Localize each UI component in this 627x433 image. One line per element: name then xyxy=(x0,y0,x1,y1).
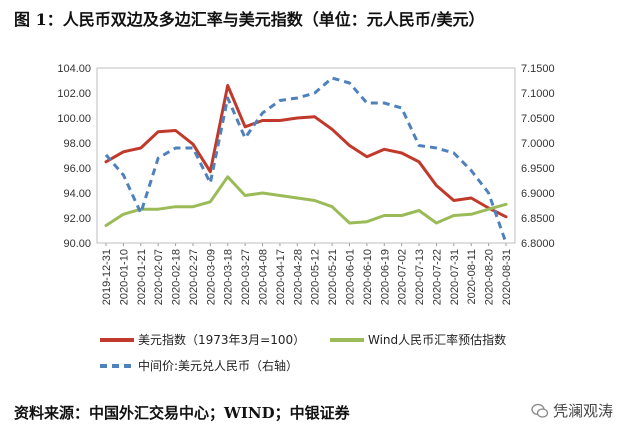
x-tick-label: 2020-07-22 xyxy=(431,249,443,305)
x-axis-ticks: 2019-12-31 2020-01-10 2020-01-21 2020-02-07… xyxy=(101,243,513,305)
x-tick-label: 2020-06-19 xyxy=(379,249,391,305)
right-tick-label: 6.9000 xyxy=(521,188,555,200)
right-tick-label: 7.0500 xyxy=(521,113,555,125)
right-tick-label: 6.8000 xyxy=(521,238,555,250)
left-tick-label: 100.00 xyxy=(57,113,91,125)
right-tick-label: 6.9500 xyxy=(521,163,555,175)
plot-frame xyxy=(96,67,516,244)
left-tick-label: 92.00 xyxy=(63,213,91,225)
right-tick-label: 7.0000 xyxy=(521,138,555,150)
x-tick-label: 2020-08-11 xyxy=(466,249,478,304)
left-tick-label: 94.00 xyxy=(63,188,91,200)
series-lines xyxy=(104,76,508,244)
legend: 美元指数（1973年3月=100） Wind人民币汇率预估指数中间价:美元兑人民币… xyxy=(100,332,506,373)
x-tick-label: 2020-01-10 xyxy=(118,249,130,305)
legend-label: Wind人民币汇率预估指数 xyxy=(368,332,506,347)
series-line xyxy=(104,175,508,227)
x-tick-label: 2020-01-21 xyxy=(136,249,148,305)
x-tick-label: 2020-05-12 xyxy=(310,249,322,305)
x-tick-label: 2019-12-31 xyxy=(101,249,113,305)
x-tick-label: 2020-04-17 xyxy=(275,249,287,305)
x-tick-label: 2020-08-20 xyxy=(484,249,496,305)
x-tick-label: 2020-08-31 xyxy=(501,249,513,305)
right-tick-label: 7.1500 xyxy=(521,63,555,75)
x-tick-label: 2020-07-31 xyxy=(449,249,461,305)
x-tick-label: 2020-02-27 xyxy=(188,249,200,305)
left-tick-label: 104.00 xyxy=(57,63,91,75)
x-tick-label: 2020-04-08 xyxy=(258,249,270,305)
watermark: 凭澜观涛 xyxy=(531,400,613,421)
chart-title: 图 1：人民币双边及多边汇率与美元指数（单位：元人民币/美元） xyxy=(14,10,485,29)
series-line xyxy=(104,84,508,219)
source-note: 资料来源：中国外汇交易中心；WIND；中银证券 xyxy=(14,404,350,422)
right-tick-label: 6.8500 xyxy=(521,213,555,225)
left-tick-label: 90.00 xyxy=(63,238,91,250)
x-tick-label: 2020-06-10 xyxy=(362,249,374,305)
series-line xyxy=(104,76,508,244)
x-tick-label: 2020-04-28 xyxy=(292,249,304,305)
right-tick-label: 7.1000 xyxy=(521,88,555,100)
x-tick-label: 2020-05-21 xyxy=(327,249,339,305)
wechat-icon xyxy=(531,403,549,418)
legend-label: 美元指数（1973年3月=100） xyxy=(138,332,305,347)
x-tick-label: 2020-07-13 xyxy=(414,249,426,305)
x-tick-label: 2020-03-27 xyxy=(240,249,252,305)
x-tick-label: 2020-03-09 xyxy=(205,249,217,305)
watermark-text: 凭澜观涛 xyxy=(552,402,613,420)
x-tick-label: 2020-02-18 xyxy=(171,249,183,305)
left-tick-label: 98.00 xyxy=(63,138,91,150)
x-tick-label: 2020-07-02 xyxy=(397,249,409,305)
x-tick-label: 2020-03-18 xyxy=(223,249,235,305)
right-axis-ticks: 6.8000 6.8500 6.9000 6.9500 7.0000 7.0500 7.10… xyxy=(521,63,555,250)
left-axis-ticks: 90.00 92.00 94.00 96.00 98.00 100.00 102.00 104… xyxy=(57,63,91,250)
left-tick-label: 102.00 xyxy=(57,88,91,100)
x-tick-label: 2020-02-07 xyxy=(153,249,165,305)
legend-label: 中间价:美元兑人民币（右轴） xyxy=(138,358,298,373)
x-tick-label: 2020-06-01 xyxy=(344,249,356,305)
left-tick-label: 96.00 xyxy=(63,163,91,175)
